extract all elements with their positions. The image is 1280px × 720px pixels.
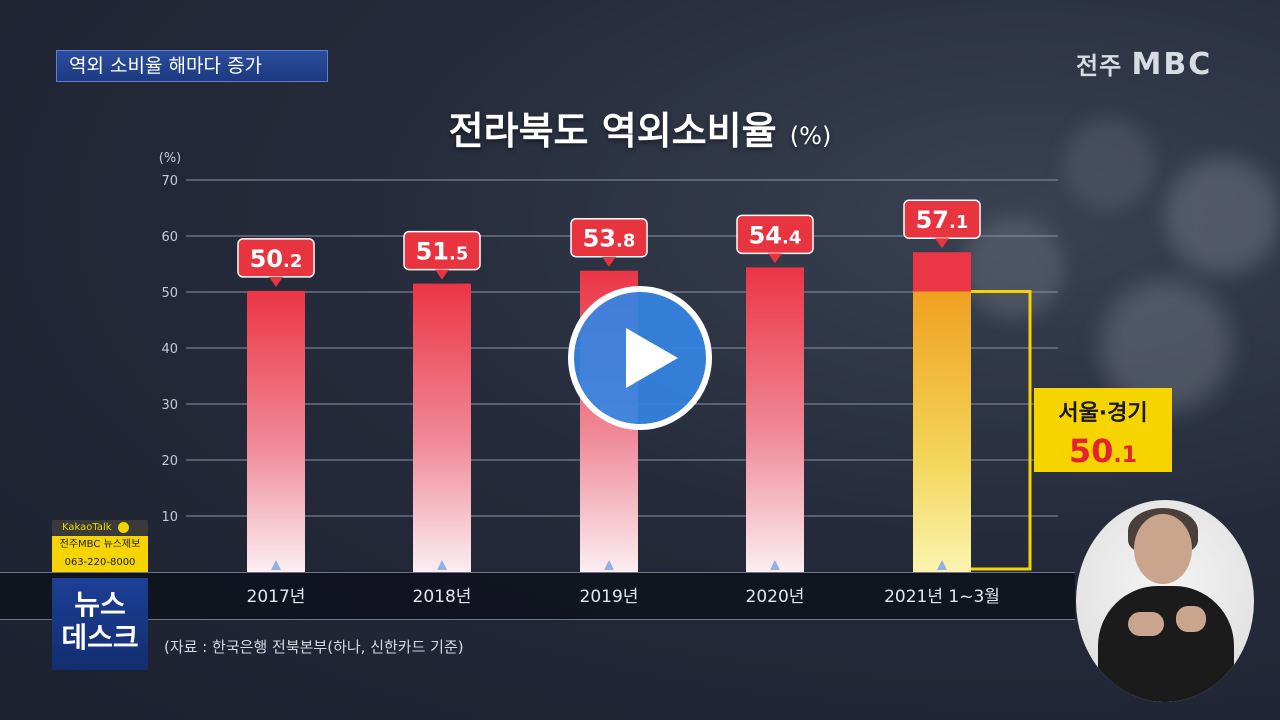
newsdesk-logo: 뉴스 데스크 xyxy=(52,578,148,670)
newsdesk-line2: 데스크 xyxy=(61,621,139,654)
broadcaster-name: MBC xyxy=(1131,47,1213,82)
x-tick-label: 2020년 xyxy=(746,587,805,607)
play-button[interactable] xyxy=(568,286,712,430)
kakao-report-box: KakaoTalk 전주MBC 뉴스제보 063-220-8000 xyxy=(52,520,148,574)
y-tick-label: 60 xyxy=(161,230,178,245)
kakao-line1: 전주MBC 뉴스제보 xyxy=(52,536,148,554)
bar-base-marker xyxy=(271,560,281,570)
x-axis-strip xyxy=(0,572,1075,620)
x-tick-label: 2017년 xyxy=(247,587,306,607)
value-label: 57.1 xyxy=(916,206,969,234)
comparison-box xyxy=(1034,388,1172,472)
broadcaster-logo: 전주 MBC xyxy=(1076,46,1212,82)
kakao-brand: KakaoTalk xyxy=(52,520,148,536)
comparison-bracket xyxy=(971,289,1032,571)
x-tick-label: 2018년 xyxy=(413,587,472,607)
bar xyxy=(913,291,971,572)
chart-title: 전라북도 역외소비율 (%) xyxy=(0,100,1280,155)
kakao-brand-text: KakaoTalk xyxy=(62,522,112,533)
comparison-label: 서울·경기 xyxy=(1058,401,1147,426)
bar xyxy=(247,290,305,572)
newsdesk-line1: 뉴스 xyxy=(74,588,126,621)
headline-banner: 역외 소비율 해마다 증가 xyxy=(56,50,328,82)
y-axis-label: (%) xyxy=(159,151,182,166)
interpreter-head xyxy=(1134,514,1192,584)
interpreter-body xyxy=(1098,586,1234,702)
value-label-pointer xyxy=(602,256,616,267)
value-label: 53.8 xyxy=(583,225,636,253)
bar-base-marker xyxy=(937,560,947,570)
interpreter-hand-left xyxy=(1128,612,1164,636)
y-tick-label: 70 xyxy=(161,174,178,189)
kakao-phone: 063-220-8000 xyxy=(52,554,148,572)
broadcaster-region: 전주 xyxy=(1076,52,1123,80)
y-tick-label: 50 xyxy=(161,286,178,301)
y-tick-label: 40 xyxy=(161,342,178,357)
y-tick-label: 30 xyxy=(161,398,178,413)
chart-title-text: 전라북도 역외소비율 xyxy=(448,109,777,153)
value-label-pointer xyxy=(435,269,449,280)
kakao-icon xyxy=(117,521,129,533)
y-tick-label: 20 xyxy=(161,454,178,469)
bar xyxy=(746,267,804,572)
bar-base-marker xyxy=(437,560,447,570)
sign-language-interpreter xyxy=(1076,500,1254,702)
play-icon[interactable] xyxy=(626,328,678,388)
bar-base-marker xyxy=(770,560,780,570)
y-tick-label: 10 xyxy=(161,510,178,525)
source-note: (자료 : 한국은행 전북본부(하나, 신한카드 기준) xyxy=(164,638,464,656)
headline-text: 역외 소비율 해마다 증가 xyxy=(69,55,262,77)
bar-top-segment xyxy=(913,252,971,292)
x-tick-label: 2019년 xyxy=(580,587,639,607)
value-label: 50.2 xyxy=(250,245,303,273)
value-label-pointer xyxy=(768,253,782,264)
value-label-pointer xyxy=(269,276,283,287)
bar-base-marker xyxy=(604,560,614,570)
x-tick-label: 2021년 1~3월 xyxy=(884,587,1000,607)
comparison-value: 50.1 xyxy=(1069,432,1137,470)
interpreter-hand-right xyxy=(1176,606,1206,632)
value-label-pointer xyxy=(935,238,949,249)
bar xyxy=(413,283,471,572)
value-label: 51.5 xyxy=(416,238,469,266)
value-label: 54.4 xyxy=(749,221,802,249)
chart-title-unit: (%) xyxy=(789,122,832,150)
